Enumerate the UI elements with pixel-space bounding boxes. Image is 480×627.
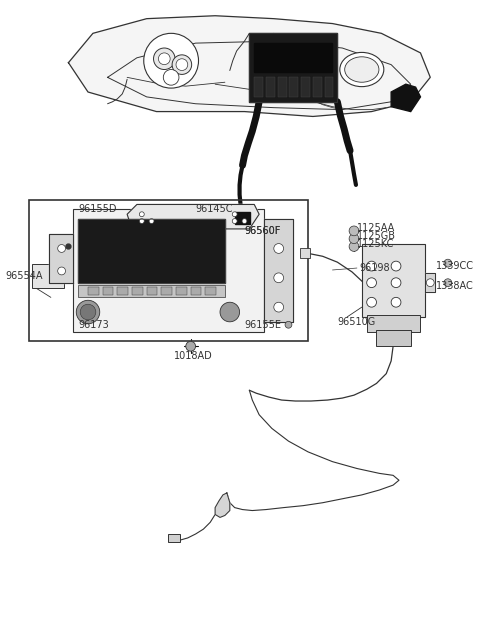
Text: 1339CC: 1339CC bbox=[436, 261, 474, 271]
Circle shape bbox=[391, 297, 401, 307]
Circle shape bbox=[186, 341, 195, 351]
Bar bbox=[73, 209, 264, 332]
Circle shape bbox=[349, 241, 359, 251]
Circle shape bbox=[426, 279, 434, 287]
Bar bbox=[168, 534, 180, 542]
Circle shape bbox=[444, 279, 452, 287]
Bar bbox=[249, 33, 337, 102]
Polygon shape bbox=[127, 204, 259, 229]
Circle shape bbox=[154, 48, 175, 70]
Bar bbox=[176, 287, 187, 295]
Text: 96155E: 96155E bbox=[244, 320, 281, 330]
Bar bbox=[367, 315, 420, 332]
Circle shape bbox=[391, 261, 401, 271]
Text: 96560F: 96560F bbox=[244, 226, 280, 236]
Circle shape bbox=[58, 245, 65, 253]
Bar bbox=[266, 77, 275, 97]
Circle shape bbox=[163, 70, 179, 85]
Circle shape bbox=[274, 243, 284, 253]
Bar bbox=[301, 77, 310, 97]
Circle shape bbox=[367, 297, 376, 307]
Bar bbox=[235, 213, 251, 224]
Bar bbox=[147, 287, 157, 295]
Bar bbox=[78, 219, 225, 283]
Circle shape bbox=[274, 302, 284, 312]
Polygon shape bbox=[264, 219, 293, 322]
Ellipse shape bbox=[345, 57, 379, 82]
Bar bbox=[132, 287, 143, 295]
Circle shape bbox=[220, 302, 240, 322]
Text: 1018AD: 1018AD bbox=[174, 351, 213, 361]
Circle shape bbox=[367, 278, 376, 288]
Bar bbox=[300, 248, 310, 258]
Text: 96560F: 96560F bbox=[244, 226, 280, 236]
Circle shape bbox=[232, 212, 237, 217]
Circle shape bbox=[367, 261, 376, 271]
Text: 96155D: 96155D bbox=[78, 204, 117, 214]
Bar bbox=[324, 77, 334, 97]
Bar bbox=[161, 287, 172, 295]
Bar bbox=[103, 287, 113, 295]
Bar bbox=[313, 77, 322, 97]
Text: 96510G: 96510G bbox=[337, 317, 376, 327]
Circle shape bbox=[158, 53, 170, 65]
Bar bbox=[254, 43, 333, 73]
Bar bbox=[278, 77, 287, 97]
Bar bbox=[205, 287, 216, 295]
Polygon shape bbox=[391, 84, 420, 112]
Circle shape bbox=[139, 219, 144, 224]
Bar bbox=[29, 199, 308, 341]
Text: 1338AC: 1338AC bbox=[436, 281, 474, 291]
Circle shape bbox=[349, 226, 359, 236]
Text: 96554A: 96554A bbox=[5, 271, 42, 281]
Circle shape bbox=[66, 244, 71, 249]
Circle shape bbox=[349, 234, 359, 243]
Bar bbox=[362, 243, 425, 317]
Circle shape bbox=[232, 219, 237, 224]
Bar bbox=[117, 287, 128, 295]
Bar bbox=[32, 264, 63, 288]
Circle shape bbox=[76, 300, 100, 324]
Polygon shape bbox=[69, 16, 430, 117]
Bar bbox=[88, 287, 99, 295]
Bar bbox=[78, 219, 225, 283]
Circle shape bbox=[149, 219, 154, 224]
Text: 96173: 96173 bbox=[78, 320, 109, 330]
Circle shape bbox=[444, 259, 452, 267]
Bar bbox=[78, 285, 225, 297]
Circle shape bbox=[391, 278, 401, 288]
Circle shape bbox=[242, 219, 247, 224]
Text: 96145C: 96145C bbox=[195, 204, 233, 214]
Text: 1125GB: 1125GB bbox=[357, 231, 396, 241]
Text: 1125AA: 1125AA bbox=[357, 223, 395, 233]
Circle shape bbox=[80, 304, 96, 320]
Bar bbox=[254, 77, 263, 97]
Circle shape bbox=[139, 212, 144, 217]
Polygon shape bbox=[49, 234, 73, 283]
Circle shape bbox=[274, 273, 284, 283]
Bar bbox=[289, 77, 298, 97]
Ellipse shape bbox=[340, 53, 384, 87]
Bar bbox=[249, 33, 337, 102]
Text: 96198: 96198 bbox=[360, 263, 391, 273]
Circle shape bbox=[58, 267, 65, 275]
Text: 1125KC: 1125KC bbox=[357, 239, 394, 248]
Circle shape bbox=[172, 55, 192, 75]
Polygon shape bbox=[215, 493, 230, 517]
Bar bbox=[191, 287, 202, 295]
Bar bbox=[376, 330, 411, 346]
Circle shape bbox=[176, 59, 188, 70]
Circle shape bbox=[144, 33, 199, 88]
Polygon shape bbox=[425, 273, 435, 292]
Circle shape bbox=[285, 321, 292, 328]
